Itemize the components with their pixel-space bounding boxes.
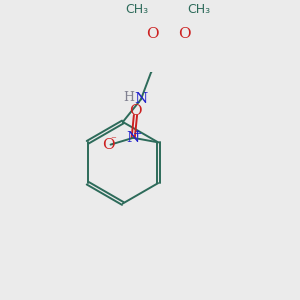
Text: +: + (133, 129, 142, 139)
Text: O: O (102, 138, 115, 152)
Text: CH₃: CH₃ (187, 2, 210, 16)
Text: N: N (134, 92, 148, 106)
Text: O: O (146, 27, 159, 40)
Text: CH₃: CH₃ (125, 2, 148, 16)
Text: O: O (178, 27, 190, 40)
Text: O: O (129, 103, 142, 118)
Text: H: H (123, 91, 134, 103)
Text: ⁻: ⁻ (110, 136, 116, 146)
Text: N: N (127, 131, 140, 145)
